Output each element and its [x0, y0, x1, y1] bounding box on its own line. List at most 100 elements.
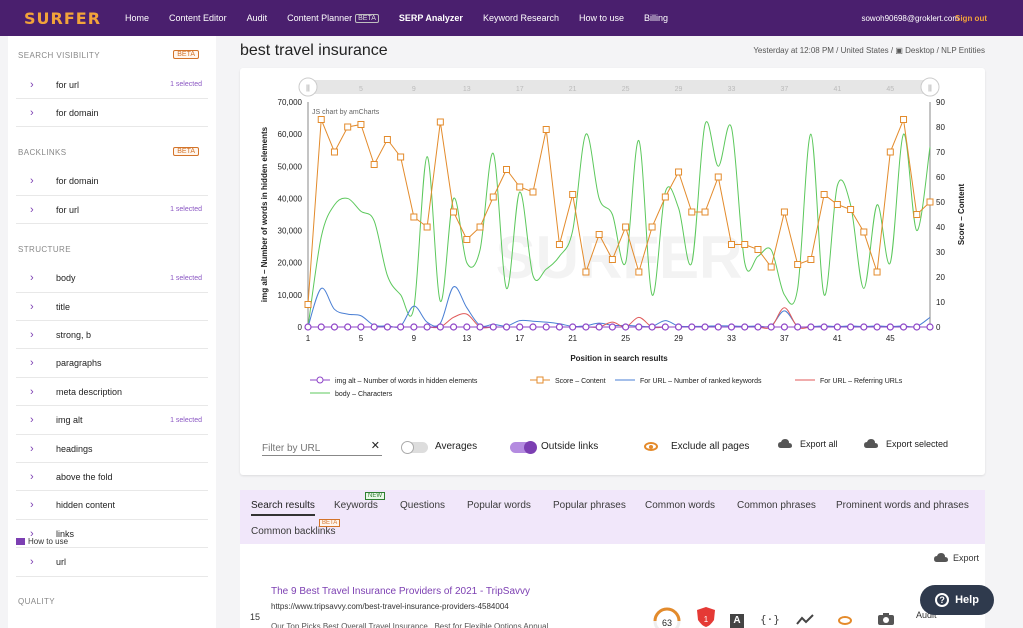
shield-icon[interactable]: 1: [696, 606, 716, 628]
chart-card: 1 5 9 13 17 21 25 29 33 37 41 45 || || SURFER 0 10,000 20…: [240, 68, 985, 475]
sign-out-link[interactable]: Sign out: [955, 13, 987, 23]
chevron-right-icon: ›: [30, 175, 34, 188]
y-left-axis-title: img alt – Number of words in hidden elem…: [260, 126, 269, 302]
y-left-tick-label: 40,000: [278, 194, 303, 203]
sidebar-item[interactable]: › above the fold: [16, 463, 208, 492]
sidebar-item[interactable]: › body 1 selected: [16, 265, 208, 293]
data-point: [913, 323, 921, 331]
sidebar-item[interactable]: › meta description: [16, 378, 208, 407]
nav-content-editor[interactable]: Content Editor: [169, 13, 227, 23]
filter-by-url-input[interactable]: [262, 443, 362, 454]
data-point: [886, 148, 894, 156]
export-button[interactable]: Export: [933, 553, 979, 563]
export-all-button[interactable]: Export all: [800, 439, 838, 449]
how-to-use-tab[interactable]: How to use: [16, 537, 68, 546]
tab-questions[interactable]: Questions: [400, 500, 446, 511]
y-left-tick-label: 20,000: [278, 259, 303, 268]
nav-audit[interactable]: Audit: [247, 13, 268, 23]
x-tick-label: 37: [780, 334, 789, 343]
cloud-download-icon: [933, 553, 948, 562]
question-icon: ?: [935, 593, 950, 607]
data-point: [794, 323, 802, 331]
sidebar-item[interactable]: › for url 1 selected: [16, 71, 208, 99]
data-point: [714, 323, 722, 331]
camera-icon[interactable]: [877, 612, 895, 626]
data-point: [754, 246, 762, 253]
export-selected-button[interactable]: Export selected: [886, 439, 949, 449]
tab-popular-words[interactable]: Popular words: [467, 500, 531, 511]
audit-button[interactable]: Audit: [916, 610, 937, 620]
averages-toggle[interactable]: [401, 441, 428, 454]
data-point: [926, 198, 934, 206]
sidebar-item-label: for url: [56, 79, 80, 90]
sidebar-item[interactable]: › title: [16, 293, 208, 321]
analysis-meta: Yesterday at 12:08 PM / United States / …: [753, 46, 985, 55]
font-icon[interactable]: A: [730, 614, 744, 628]
score-gauge[interactable]: 63: [652, 606, 682, 628]
tab-common-backlinks[interactable]: Common backlinks: [251, 526, 336, 537]
y-left-tick-label: 50,000: [278, 162, 303, 171]
data-point: [370, 323, 378, 331]
x-axis-title: Position in search results: [570, 354, 668, 363]
data-point: [780, 323, 789, 331]
nav-how-to-use[interactable]: How to use: [579, 13, 624, 23]
selected-count: 1 selected: [170, 416, 202, 424]
nav-billing-label: Billing: [644, 13, 669, 23]
nav-home-label: Home: [125, 13, 150, 23]
sidebar-item[interactable]: › hidden content: [16, 492, 208, 520]
nav-keyword-research[interactable]: Keyword Research: [483, 13, 559, 23]
nav-content-planner-label: Content Planner: [287, 13, 353, 23]
filter-by-url-field[interactable]: ✕: [262, 438, 382, 456]
sidebar-item-label: title: [56, 301, 71, 312]
nav-serp-analyzer[interactable]: SERP Analyzer: [399, 13, 463, 23]
data-point: [622, 223, 630, 231]
eye-icon[interactable]: [644, 442, 658, 451]
code-icon[interactable]: {·}: [760, 613, 780, 626]
tab-common-words[interactable]: Common words: [645, 500, 716, 511]
tab-search-results[interactable]: Search results: [251, 500, 315, 516]
data-point: [555, 323, 564, 331]
sidebar-item[interactable]: › strong, b: [16, 321, 208, 350]
trend-icon[interactable]: [796, 614, 814, 626]
sidebar-item[interactable]: › for url 1 selected: [16, 196, 208, 225]
help-button[interactable]: ? Help: [920, 585, 994, 615]
data-point: [767, 263, 775, 271]
nav-billing[interactable]: Billing: [644, 13, 668, 23]
nav-serp-analyzer-label: SERP Analyzer: [398, 13, 463, 23]
sidebar-section-heading: SEARCH VISIBILITY: [18, 51, 100, 60]
data-point: [701, 208, 709, 216]
data-point: [595, 323, 603, 331]
sidebar-item[interactable]: › paragraphs: [16, 350, 208, 378]
chevron-right-icon: ›: [30, 385, 34, 398]
sidebar-item-label: for domain: [56, 176, 99, 187]
data-point: [847, 206, 855, 213]
clear-icon[interactable]: ✕: [370, 440, 380, 452]
data-point: [529, 188, 537, 196]
tab-popular-phrases[interactable]: Popular phrases: [553, 500, 626, 511]
data-point: [370, 161, 378, 168]
scrollbar-tick-label: 29: [675, 86, 683, 93]
sidebar-item[interactable]: › for domain: [16, 168, 208, 196]
sidebar-item[interactable]: › for domain: [16, 99, 208, 128]
serp-chart[interactable]: 1 5 9 13 17 21 25 29 33 37 41 45 || || SURFER 0 10,000 20…: [240, 68, 985, 428]
chevron-right-icon: ›: [30, 470, 34, 483]
nav-home[interactable]: Home: [125, 13, 149, 23]
result-title-link[interactable]: The 9 Best Travel Insurance Providers of…: [271, 586, 531, 597]
nav-content-planner[interactable]: Content Planner BETA: [287, 13, 379, 23]
tab-prominent-words-and-phrases[interactable]: Prominent words and phrases: [836, 500, 969, 511]
exclude-all-pages-button[interactable]: Exclude all pages: [671, 441, 750, 452]
sidebar-item[interactable]: › img alt 1 selected: [16, 407, 208, 435]
y-right-tick-label: 60: [936, 173, 945, 182]
tab-common-phrases[interactable]: Common phrases: [737, 500, 816, 511]
selected-count: 1 selected: [170, 274, 202, 282]
chat-icon: [16, 538, 25, 545]
sidebar-item[interactable]: › links: [16, 520, 208, 549]
outside-links-toggle[interactable]: [510, 441, 537, 454]
eye-icon[interactable]: [838, 616, 852, 625]
sidebar-item[interactable]: › url: [16, 549, 208, 577]
sidebar-item[interactable]: › headings: [16, 435, 208, 463]
tab-keywords[interactable]: Keywords: [334, 500, 378, 511]
y-right-tick-label: 10: [936, 298, 945, 307]
surfer-logo[interactable]: SURFER: [24, 8, 102, 28]
y-right-tick-label: 40: [936, 223, 945, 232]
